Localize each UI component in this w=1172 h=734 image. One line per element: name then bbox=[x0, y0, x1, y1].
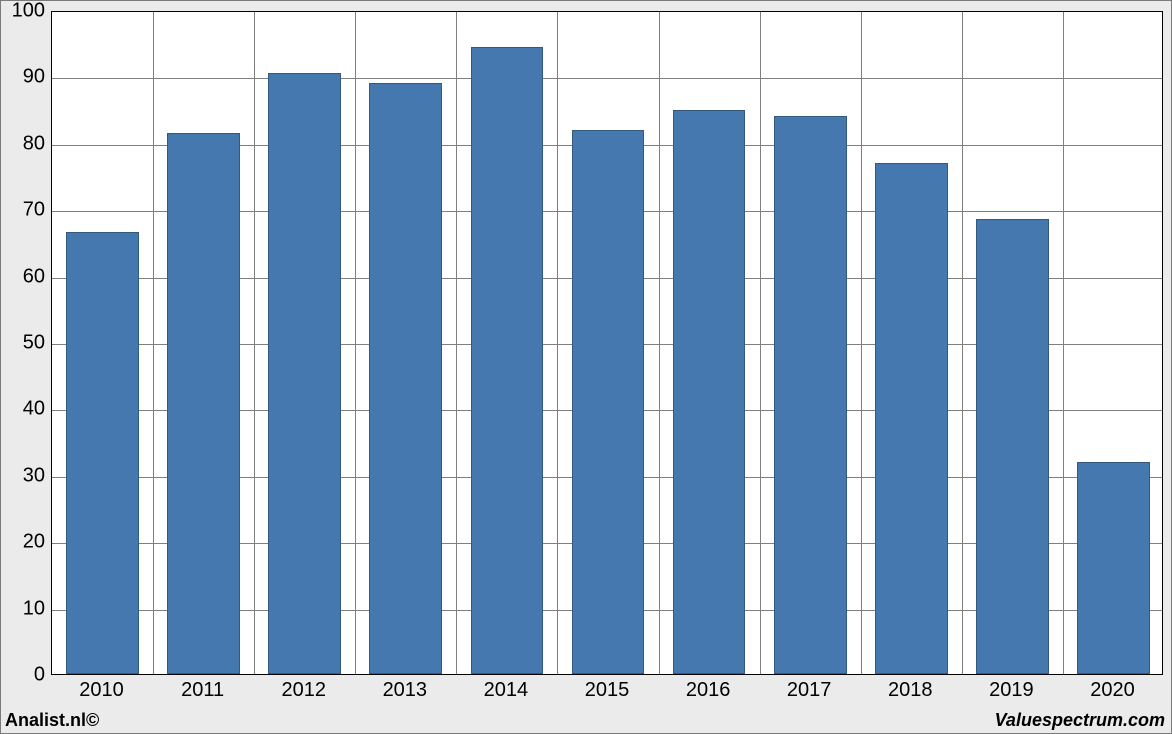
gridline-vertical bbox=[355, 12, 356, 674]
x-tick-label: 2010 bbox=[79, 679, 124, 702]
x-tick-label: 2017 bbox=[787, 679, 832, 702]
y-tick-label: 100 bbox=[12, 0, 45, 23]
bar bbox=[66, 232, 139, 674]
x-tick-label: 2018 bbox=[888, 679, 933, 702]
y-tick-label: 20 bbox=[23, 531, 45, 554]
bar bbox=[1077, 462, 1150, 674]
footer-right-credit: Valuespectrum.com bbox=[995, 710, 1165, 731]
y-tick-label: 80 bbox=[23, 132, 45, 155]
y-axis-labels: 0102030405060708090100 bbox=[1, 11, 45, 675]
x-tick-label: 2012 bbox=[281, 679, 326, 702]
bar bbox=[572, 130, 645, 674]
gridline-vertical bbox=[456, 12, 457, 674]
bar bbox=[774, 116, 847, 674]
y-tick-label: 60 bbox=[23, 265, 45, 288]
y-tick-label: 30 bbox=[23, 464, 45, 487]
y-tick-label: 40 bbox=[23, 398, 45, 421]
bar bbox=[875, 163, 948, 674]
gridline-vertical bbox=[659, 12, 660, 674]
bar bbox=[268, 73, 341, 674]
bar bbox=[369, 83, 442, 674]
bar bbox=[976, 219, 1049, 674]
gridline-vertical bbox=[962, 12, 963, 674]
y-tick-label: 0 bbox=[34, 664, 45, 687]
x-tick-label: 2011 bbox=[181, 679, 224, 702]
y-tick-label: 50 bbox=[23, 332, 45, 355]
x-tick-label: 2013 bbox=[383, 679, 428, 702]
gridline-vertical bbox=[760, 12, 761, 674]
plot-area bbox=[51, 11, 1163, 675]
x-tick-label: 2020 bbox=[1090, 679, 1135, 702]
bar bbox=[471, 47, 544, 674]
x-tick-label: 2015 bbox=[585, 679, 630, 702]
gridline-vertical bbox=[557, 12, 558, 674]
x-axis-labels: 2010 2011 2012 2013 2014 2015 2016 2017 2018 2019… bbox=[51, 679, 1163, 709]
gridline-vertical bbox=[861, 12, 862, 674]
gridline-vertical bbox=[153, 12, 154, 674]
gridline-vertical bbox=[254, 12, 255, 674]
x-tick-label: 2014 bbox=[484, 679, 529, 702]
gridline-vertical bbox=[1063, 12, 1064, 674]
y-tick-label: 10 bbox=[23, 597, 45, 620]
y-tick-label: 90 bbox=[23, 66, 45, 89]
chart-container: 0102030405060708090100 20102011201220132… bbox=[0, 0, 1172, 734]
footer-left-credit: Analist.nl© bbox=[5, 710, 99, 731]
gridline-horizontal bbox=[52, 78, 1162, 79]
bar bbox=[167, 133, 240, 674]
bar bbox=[673, 110, 746, 674]
x-tick-label: 2019 bbox=[989, 679, 1034, 702]
x-tick-label: 2016 bbox=[686, 679, 731, 702]
y-tick-label: 70 bbox=[23, 199, 45, 222]
